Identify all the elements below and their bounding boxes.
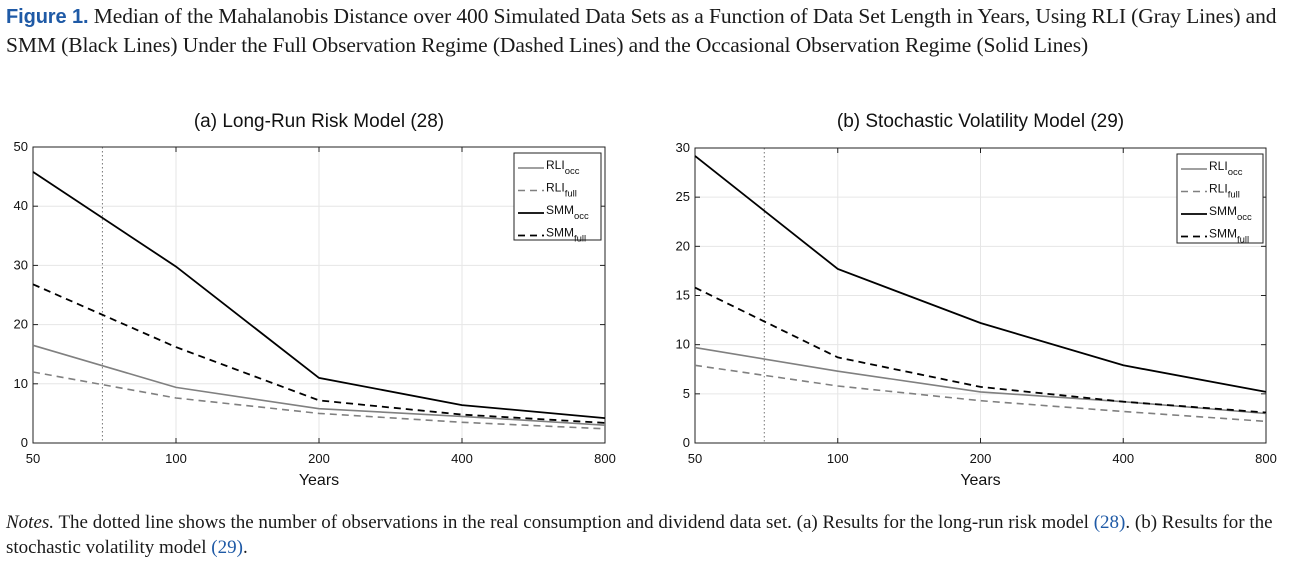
legend-entry-name: SMM — [1209, 204, 1237, 218]
legend-entry: SMMocc — [546, 203, 589, 222]
x-tick-label: 50 — [26, 451, 40, 466]
chart-title: (a) Long-Run Risk Model (28) — [194, 111, 444, 132]
x-tick-label: 400 — [451, 451, 473, 466]
figure-caption-text: Median of the Mahalanobis Distance over … — [6, 4, 1277, 57]
y-tick-label: 10 — [676, 337, 690, 352]
legend-entry-name: RLI — [546, 181, 565, 195]
x-tick-label: 100 — [827, 451, 849, 466]
chart-long-run-risk: (a) Long-Run Risk Model (28)50 100 200 400 8… — [14, 111, 616, 489]
notes-text-2: . (b) Results for the stochastic volatil… — [6, 512, 1273, 558]
x-tick-label: 800 — [1255, 451, 1277, 466]
x-tick-label: 200 — [308, 451, 330, 466]
y-tick-label: 0 — [683, 435, 690, 450]
legend-entry: SMMocc — [1209, 204, 1252, 223]
notes-ref-a[interactable]: (28) — [1093, 512, 1126, 533]
chart-stochastic-volatility: (b) Stochastic Volatility Model (29)50 10… — [676, 111, 1277, 489]
x-axis-label: Years — [299, 472, 339, 489]
legend-entry-subscript: full — [1237, 235, 1249, 246]
y-tick-label: 25 — [676, 189, 690, 204]
x-tick-label: 200 — [970, 451, 992, 466]
legend-entry: SMMfull — [1209, 227, 1249, 246]
legend-entry-subscript: full — [1228, 190, 1240, 201]
y-tick-label: 40 — [14, 198, 28, 213]
series-line-smm-occ — [32, 171, 606, 419]
legend-entry-subscript: occ — [574, 211, 589, 222]
legend-entry-subscript: full — [565, 189, 577, 200]
legend-entry-subscript: occ — [1237, 212, 1252, 223]
legend-entry-name: RLI — [546, 158, 565, 172]
legend-entry: RLIocc — [1209, 159, 1243, 178]
legend-entry: RLIfull — [1209, 182, 1240, 201]
legend-entry-name: SMM — [546, 203, 574, 217]
legend-entry: RLIfull — [546, 181, 577, 200]
legend-entry-name: SMM — [1209, 227, 1237, 241]
x-tick-label: 800 — [594, 451, 616, 466]
x-axis-label: Years — [960, 472, 1000, 489]
y-tick-label: 20 — [14, 317, 28, 332]
legend-entry-subscript: occ — [1228, 167, 1243, 178]
series-line-rli-full — [694, 364, 1267, 423]
y-tick-label: 15 — [676, 288, 690, 303]
legend-entry-subscript: occ — [565, 166, 580, 177]
y-tick-label: 30 — [14, 257, 28, 272]
legend-entry: SMMfull — [546, 226, 586, 245]
legend-entry-name: SMM — [546, 226, 574, 240]
notes-text-3: . — [242, 537, 248, 558]
notes-ref-b[interactable]: (29) — [211, 537, 243, 558]
x-tick-label: 50 — [688, 451, 702, 466]
chart-title: (b) Stochastic Volatility Model (29) — [837, 111, 1124, 132]
notes-label: Notes. — [6, 512, 55, 533]
notes-text-1: The dotted line shows the number of obse… — [54, 512, 1094, 533]
legend-entry-name: RLI — [1209, 182, 1228, 196]
legend-entry-name: RLI — [1209, 159, 1228, 173]
y-tick-label: 10 — [14, 376, 28, 391]
figure-notes: Notes. The dotted line shows the number … — [6, 510, 1288, 560]
y-tick-label: 50 — [14, 139, 28, 154]
x-tick-label: 400 — [1112, 451, 1134, 466]
legend-entry: RLIocc — [546, 158, 580, 177]
series-line-smm-full — [694, 286, 1267, 414]
y-tick-label: 5 — [683, 386, 690, 401]
y-tick-label: 30 — [676, 140, 690, 155]
y-tick-label: 20 — [676, 238, 690, 253]
series-line-smm-occ — [694, 155, 1267, 393]
series-line-rli-occ — [32, 344, 606, 426]
series-line-rli-full — [32, 371, 606, 430]
y-tick-label: 0 — [21, 435, 28, 450]
x-tick-label: 100 — [165, 451, 187, 466]
figure-caption: Figure 1. Median of the Mahalanobis Dist… — [6, 2, 1288, 59]
figure-label: Figure 1. — [6, 6, 89, 28]
legend-entry-subscript: full — [574, 234, 586, 245]
